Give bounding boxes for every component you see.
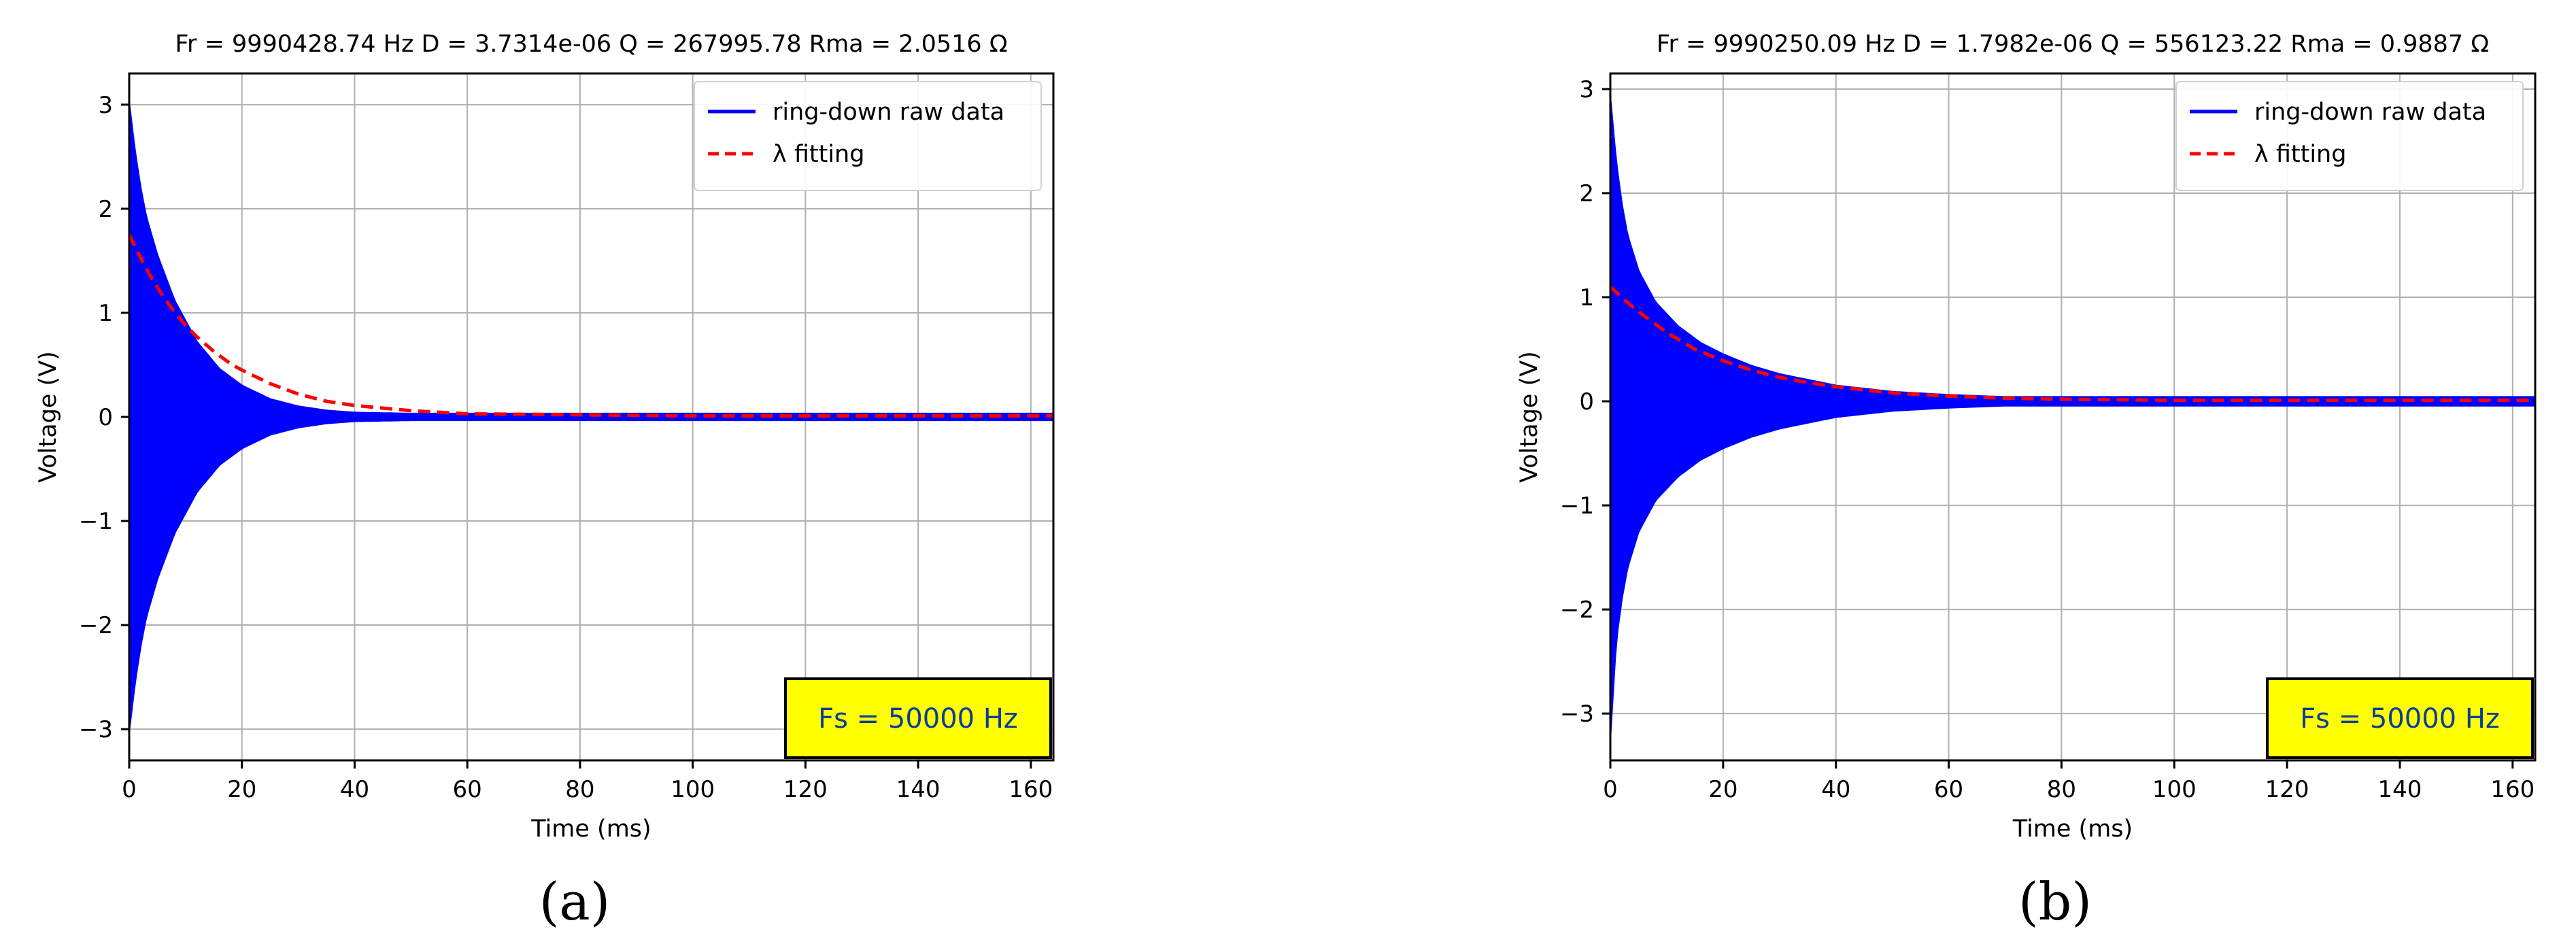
plot-data xyxy=(1610,99,2535,735)
panel-a: 0 20 40 60 80 100 120 140 160 −3 −2 −1 0 1 2 3 Time (ms)… xyxy=(35,31,1055,843)
y-tick-label: −3 xyxy=(79,716,113,743)
fs-annotation-text: Fs = 50000 Hz xyxy=(2300,703,2500,735)
x-tick-label: 40 xyxy=(340,776,369,803)
caption-a: (a) xyxy=(539,871,611,932)
x-tick-label: 80 xyxy=(2047,776,2076,803)
fit-series xyxy=(1610,285,2535,402)
panel-b: 0 20 40 60 80 100 120 140 160 −3 −2 −1 0 1 2 3 Time (ms)… xyxy=(1516,31,2537,843)
chart-title: Fr = 9990428.74 Hz D = 3.7314e-06 Q = 26… xyxy=(175,31,1007,58)
x-tick-label: 80 xyxy=(565,776,594,803)
y-axis-label: Voltage (V) xyxy=(35,351,62,483)
plot-data xyxy=(129,104,1053,730)
x-tick-label: 140 xyxy=(2378,776,2422,803)
x-tick-label: 120 xyxy=(2265,776,2309,803)
fs-annotation-box xyxy=(2266,677,2534,759)
y-tick-label: 2 xyxy=(1579,180,1594,207)
y-tick-label: 0 xyxy=(1579,388,1594,416)
legend-fit-label: λ fitting xyxy=(2254,141,2346,168)
legend-box xyxy=(2175,81,2524,191)
x-tick-label: 60 xyxy=(453,776,482,803)
y-axis-label: Voltage (V) xyxy=(1516,351,1543,483)
y-tick-label: −2 xyxy=(1560,596,1594,624)
y-tick-label: 3 xyxy=(1579,76,1594,103)
x-tick-label: 60 xyxy=(1934,776,1963,803)
fs-annotation-text: Fs = 50000 Hz xyxy=(818,703,1018,735)
chart-title: Fr = 9990250.09 Hz D = 1.7982e-06 Q = 55… xyxy=(1657,31,2489,58)
x-tick-label: 20 xyxy=(1708,776,1738,803)
y-tick-label: −2 xyxy=(79,612,113,639)
x-tick-label: 0 xyxy=(1603,776,1618,803)
y-tick-label: 3 xyxy=(98,92,113,119)
y-tick-label: 1 xyxy=(98,300,113,327)
y-tick-label: −1 xyxy=(1560,492,1594,520)
x-tick-label: 120 xyxy=(783,776,828,803)
x-tick-label: 100 xyxy=(671,776,715,803)
x-tick-label: 0 xyxy=(122,776,137,803)
x-tick-label: 100 xyxy=(2152,776,2197,803)
x-tick-label: 160 xyxy=(2490,776,2535,803)
fit-series xyxy=(129,234,1053,418)
y-tick-label: 0 xyxy=(98,404,113,431)
legend-fit-label: λ fitting xyxy=(773,141,864,168)
y-tick-label: 2 xyxy=(98,196,113,223)
x-tick-label: 160 xyxy=(1009,776,1053,803)
y-tick-label: −3 xyxy=(1560,701,1594,728)
legend-raw-label: ring-down raw data xyxy=(773,99,1004,126)
y-tick-label: 1 xyxy=(1579,284,1594,311)
legend-box xyxy=(694,81,1042,191)
axes-frame xyxy=(1609,72,2537,762)
x-axis-label: Time (ms) xyxy=(530,815,651,843)
legend-raw-label: ring-down raw data xyxy=(2254,99,2486,126)
x-axis-label: Time (ms) xyxy=(2012,815,2133,843)
x-tick-label: 20 xyxy=(227,776,256,803)
caption-b: (b) xyxy=(2018,871,2092,932)
y-tick-label: −1 xyxy=(79,508,113,535)
x-tick-label: 140 xyxy=(896,776,940,803)
fs-annotation-box xyxy=(784,677,1052,759)
x-tick-label: 40 xyxy=(1821,776,1850,803)
